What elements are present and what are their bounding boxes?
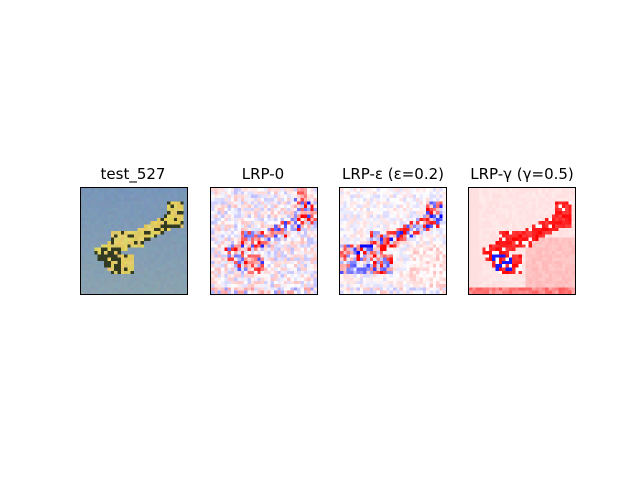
- panel-title-lrp0: LRP-0: [241, 165, 285, 183]
- panel-lrp-gamma-heatmap: [468, 187, 576, 295]
- heatmap-frame: [339, 187, 447, 295]
- panel-lrp-epsilon-heatmap: [339, 187, 447, 295]
- panel-lrp0-heatmap: [210, 187, 318, 295]
- panel-input-image: [80, 187, 188, 295]
- airplane-image: [81, 188, 187, 294]
- panel-title-lrp-gamma: LRP-γ (γ=0.5): [470, 165, 574, 183]
- lrp-gamma-heatmap: [469, 188, 575, 294]
- heatmap-frame: [468, 187, 576, 295]
- heatmap-frame: [210, 187, 318, 295]
- panel-title-lrp-epsilon: LRP-ε (ε=0.2): [341, 165, 445, 183]
- image-frame: [80, 187, 188, 295]
- lrp0-heatmap: [211, 188, 317, 294]
- lrp-epsilon-heatmap: [340, 188, 446, 294]
- panel-title-input: test_527: [100, 165, 166, 183]
